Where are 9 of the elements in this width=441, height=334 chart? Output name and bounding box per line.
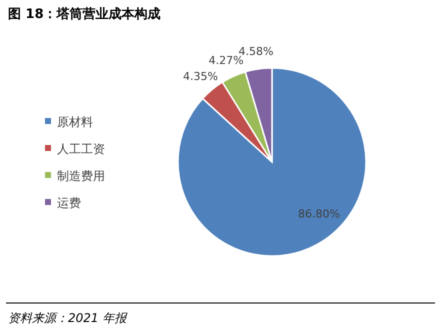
legend-label: 人工工资 bbox=[57, 142, 105, 156]
data-label: 4.35% bbox=[182, 70, 218, 83]
chart-title: 图 18：塔筒营业成本构成 bbox=[8, 6, 161, 22]
data-label: 86.80% bbox=[298, 208, 340, 221]
text: 资料来源：2021 年报 bbox=[8, 311, 128, 325]
data-label: 4.27% bbox=[208, 54, 244, 67]
legend-label: 运费 bbox=[57, 196, 81, 210]
legend-label: 制造费用 bbox=[57, 169, 105, 183]
legend-label: 原材料 bbox=[57, 115, 93, 129]
